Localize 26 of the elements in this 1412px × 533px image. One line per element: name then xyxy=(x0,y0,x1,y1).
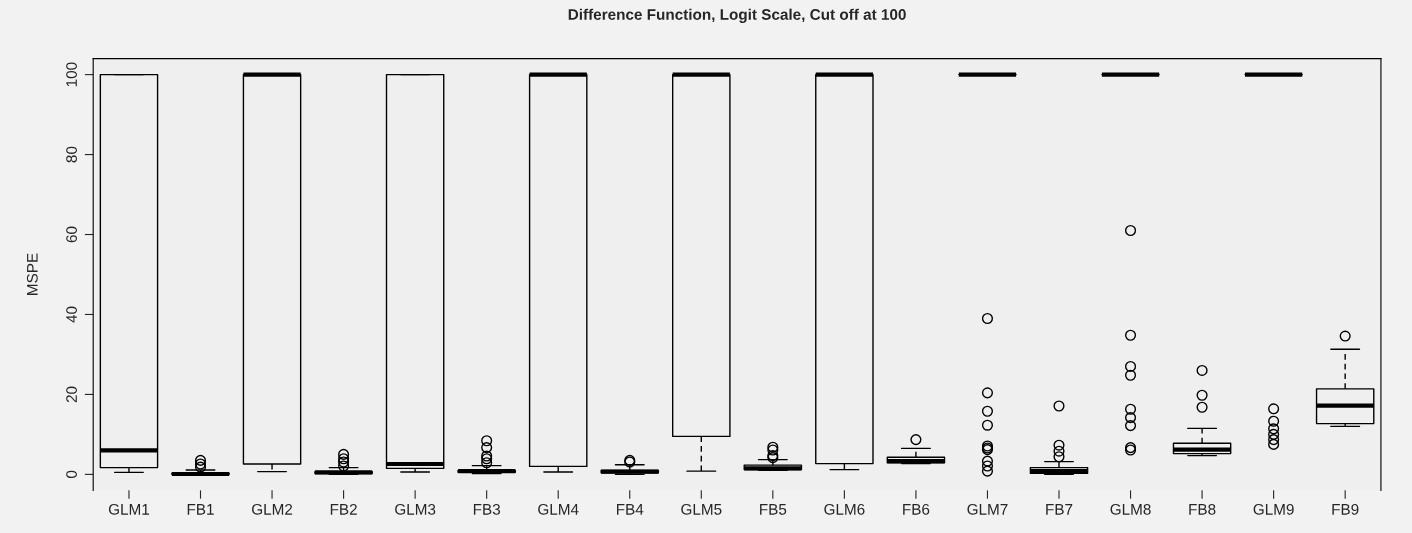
y-tick-label: 100 xyxy=(66,62,77,87)
y-tick-label: 80 xyxy=(66,146,77,163)
x-tick-label: FB3 xyxy=(473,503,501,515)
chart-title: Difference Function, Logit Scale, Cut off at 100 xyxy=(568,8,906,23)
y-tick-label: 0 xyxy=(66,470,77,479)
x-tick-label: FB1 xyxy=(187,504,214,515)
y-tick-label: 20 xyxy=(66,386,77,403)
x-tick-label: FB5 xyxy=(760,504,787,515)
y-tick-label: 60 xyxy=(66,226,77,243)
x-tick-label: FB4 xyxy=(617,504,644,515)
y-tick-label: 40 xyxy=(66,306,77,323)
x-tick-label: FB9 xyxy=(1332,503,1359,515)
x-tick-label: GLM1 xyxy=(108,503,150,515)
x-tick-label: FB2 xyxy=(330,503,357,515)
x-tick-label: GLM2 xyxy=(252,503,293,515)
x-tick-label: GLM8 xyxy=(1110,503,1151,515)
x-tick-label: FB8 xyxy=(1189,503,1216,515)
x-tick-label: FB7 xyxy=(1046,504,1073,515)
y-axis-title: MSPE xyxy=(26,253,38,295)
x-tick-label: GLM5 xyxy=(681,503,722,515)
x-tick-label: FB6 xyxy=(903,503,930,515)
x-tick-label: GLM7 xyxy=(967,503,1008,515)
x-tick-label: GLM6 xyxy=(824,503,865,515)
x-tick-label: GLM9 xyxy=(1253,503,1294,515)
x-tick-label: GLM4 xyxy=(538,503,579,515)
x-tick-label: GLM3 xyxy=(395,503,436,515)
